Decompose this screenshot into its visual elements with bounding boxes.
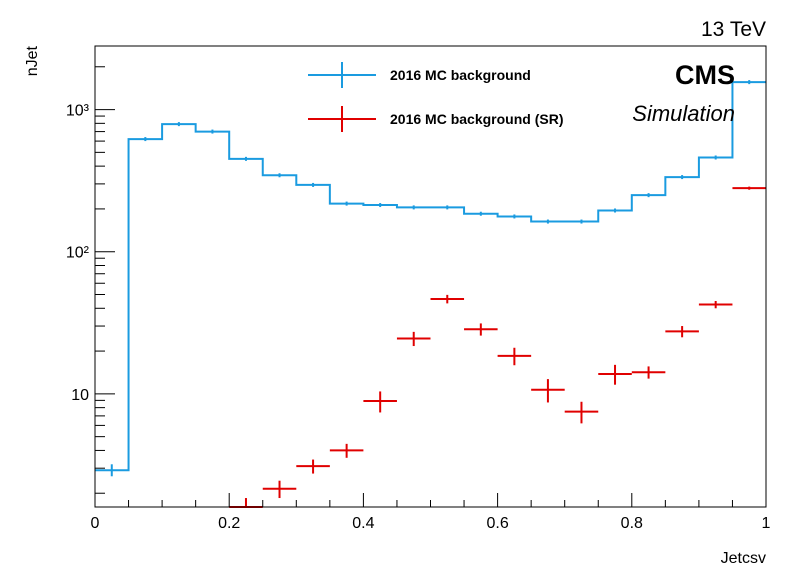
axis-layer: 0 0.2 0.4 0.6 0.8 1 10 10² 10³ [66, 66, 771, 532]
mc-background-step-line [95, 81, 766, 472]
y-axis-title: nJet [24, 45, 41, 76]
legend-entry-mc: 2016 MC background [308, 62, 531, 88]
x-tick-label: 0.4 [352, 515, 374, 532]
series-layer [95, 80, 766, 508]
legend-label-mc: 2016 MC background [390, 67, 531, 83]
y-tick-label: 10 [71, 387, 89, 404]
y-tick-label: 10² [66, 245, 90, 262]
y-tick-label: 10³ [66, 103, 90, 120]
x-tick-label: 0.2 [218, 515, 240, 532]
x-tick-label: 0 [91, 515, 100, 532]
legend-label-sr: 2016 MC background (SR) [390, 111, 563, 127]
legend: 2016 MC background 2016 MC background (S… [308, 62, 563, 132]
experiment-label: CMS [675, 60, 735, 90]
simulation-label: Simulation [632, 101, 735, 126]
legend-entry-sr: 2016 MC background (SR) [308, 106, 563, 132]
energy-label: 13 TeV [701, 18, 766, 41]
x-tick-label: 0.8 [621, 515, 643, 532]
x-tick-label: 0.6 [486, 515, 508, 532]
x-tick-label: 1 [762, 515, 771, 532]
x-axis-title: Jetcsv [721, 550, 766, 567]
